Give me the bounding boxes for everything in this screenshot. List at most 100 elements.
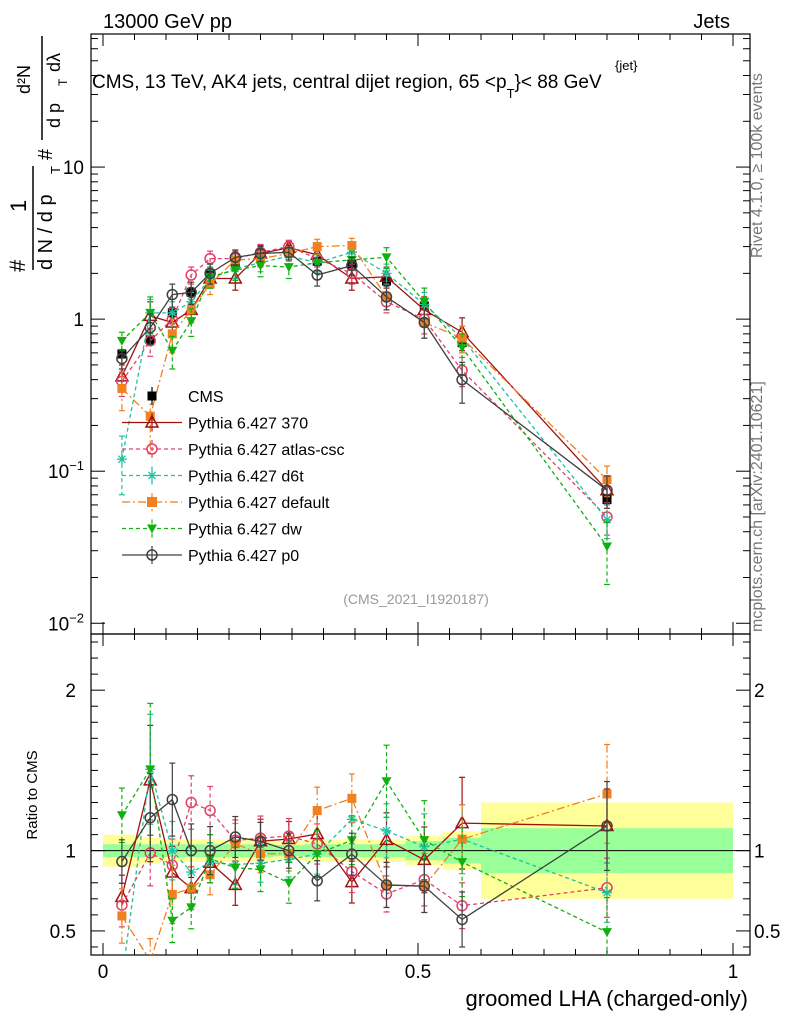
ratio-point <box>419 836 430 846</box>
ratio-point <box>146 956 155 965</box>
ratio-point <box>283 878 294 888</box>
ratio-point <box>346 848 358 860</box>
ratio-point <box>144 811 156 824</box>
legend-marker <box>147 470 157 481</box>
data-point <box>144 321 156 334</box>
star-stroke <box>117 455 126 464</box>
ylabel-dpT: d p <box>44 103 64 128</box>
legend-marker <box>146 443 158 455</box>
ylabel-hash-2: # <box>35 148 57 160</box>
ratio-point <box>167 916 178 926</box>
ratio-point <box>381 777 392 787</box>
ratio-series-line <box>121 793 608 955</box>
data-point <box>346 259 358 272</box>
ratio-point <box>167 845 178 856</box>
ratio-point <box>167 889 177 899</box>
legend-entry-3: Pythia 6.427 d6t <box>122 466 304 486</box>
ratio-point <box>380 879 393 891</box>
data-point <box>457 333 467 343</box>
ratio-point <box>230 863 241 873</box>
star-stroke <box>382 826 391 835</box>
star-stroke <box>148 471 156 480</box>
legend-label: Pythia 6.427 dw <box>188 522 302 539</box>
ratio-y-tick-label-right: 2 <box>754 681 765 702</box>
star-stroke <box>603 888 611 897</box>
data-point <box>601 484 613 496</box>
data-point <box>312 258 323 268</box>
ratio-point <box>228 876 243 891</box>
ratio-series-line <box>121 798 608 921</box>
rivet-version-label: Rivet 4.1.0, ≥ 100k events <box>749 73 766 258</box>
star-stroke <box>168 308 177 317</box>
ratio-point <box>379 831 394 846</box>
data-point <box>186 317 197 327</box>
data-point <box>418 316 431 329</box>
plot-title-superscript: {jet} <box>615 58 638 73</box>
plot-title-main: CMS, 13 TeV, AK4 jets, central dijet reg… <box>92 72 507 93</box>
ratio-series-line <box>121 780 608 898</box>
legend-entry-1: Pythia 6.427 370 <box>122 413 308 433</box>
y-tick-label: 10 <box>63 158 84 179</box>
axes: 0 0.5 1 10−2 10−1 1 10 0.5 0.5 1 1 2 2 <box>48 34 780 983</box>
ratio-point <box>457 858 468 868</box>
series-6-ratio <box>116 762 613 948</box>
ylabel-hash-1: # <box>5 259 30 272</box>
ylabel-one: 1 <box>6 200 31 212</box>
ratio-point <box>145 765 156 775</box>
header-energy-label: 13000 GeV pp <box>103 11 232 33</box>
ratio-point <box>457 834 467 844</box>
x-tick-label: 0 <box>98 962 109 983</box>
data-point <box>457 343 468 353</box>
data-point <box>167 329 177 339</box>
ratio-point <box>311 875 323 887</box>
ylabel-T-sub-2: T <box>56 78 70 86</box>
main-series-layer <box>114 237 615 586</box>
star-stroke <box>118 975 125 982</box>
main-plot-frame <box>90 33 751 635</box>
ratio-point <box>204 844 216 857</box>
ratio-point <box>117 974 127 984</box>
series-1-main <box>114 239 615 506</box>
ratio-point <box>116 855 128 868</box>
ratio-point <box>312 806 322 816</box>
data-point <box>230 266 241 276</box>
data-point <box>312 242 322 252</box>
y-tick-label: 10−1 <box>48 458 84 483</box>
ylabel-T-sub-1: T <box>48 166 63 174</box>
data-point <box>116 454 127 465</box>
x-tick-label: 1 <box>728 962 739 983</box>
ratio-point <box>166 793 179 806</box>
ratio-point <box>229 831 242 843</box>
data-point <box>254 247 267 260</box>
ratio-y-tick-label-left: 0.5 <box>50 922 76 943</box>
y-tick-label: 10−2 <box>48 610 84 635</box>
series-line <box>121 251 608 491</box>
ylabel-dN-dpT: d N / d p <box>35 194 57 270</box>
mcplots-label: mcplots.cern.ch [arXiv:2401.10621] <box>749 381 766 632</box>
ylabel-d2N: d²N <box>14 65 34 94</box>
ratio-point <box>418 880 431 892</box>
data-point <box>145 308 156 318</box>
legend-marker <box>147 524 157 534</box>
star-stroke <box>420 842 429 851</box>
ratio-point <box>283 844 295 857</box>
data-point <box>381 268 392 279</box>
ratio-point <box>185 844 197 857</box>
ratio-point <box>117 911 127 921</box>
x-tick-label: 0.5 <box>405 962 431 983</box>
ylabel-dlambda: dλ <box>44 53 64 72</box>
series-line <box>121 251 608 521</box>
legend-marker <box>146 549 158 561</box>
ratio-y-tick-label-right: 1 <box>754 842 765 863</box>
data-point <box>380 291 393 303</box>
ratio-point <box>602 887 612 898</box>
ratio-point <box>312 850 323 860</box>
plot-title: CMS, 13 TeV, AK4 jets, central dijet reg… <box>92 72 602 101</box>
legend-label: Pythia 6.427 atlas-csc <box>188 442 345 459</box>
ratio-point <box>347 793 357 803</box>
ratio-point <box>116 811 127 821</box>
ratio-y-tick-label-right: 0.5 <box>754 922 780 943</box>
data-point <box>116 336 127 346</box>
legend-label: Pythia 6.427 p0 <box>188 548 299 565</box>
